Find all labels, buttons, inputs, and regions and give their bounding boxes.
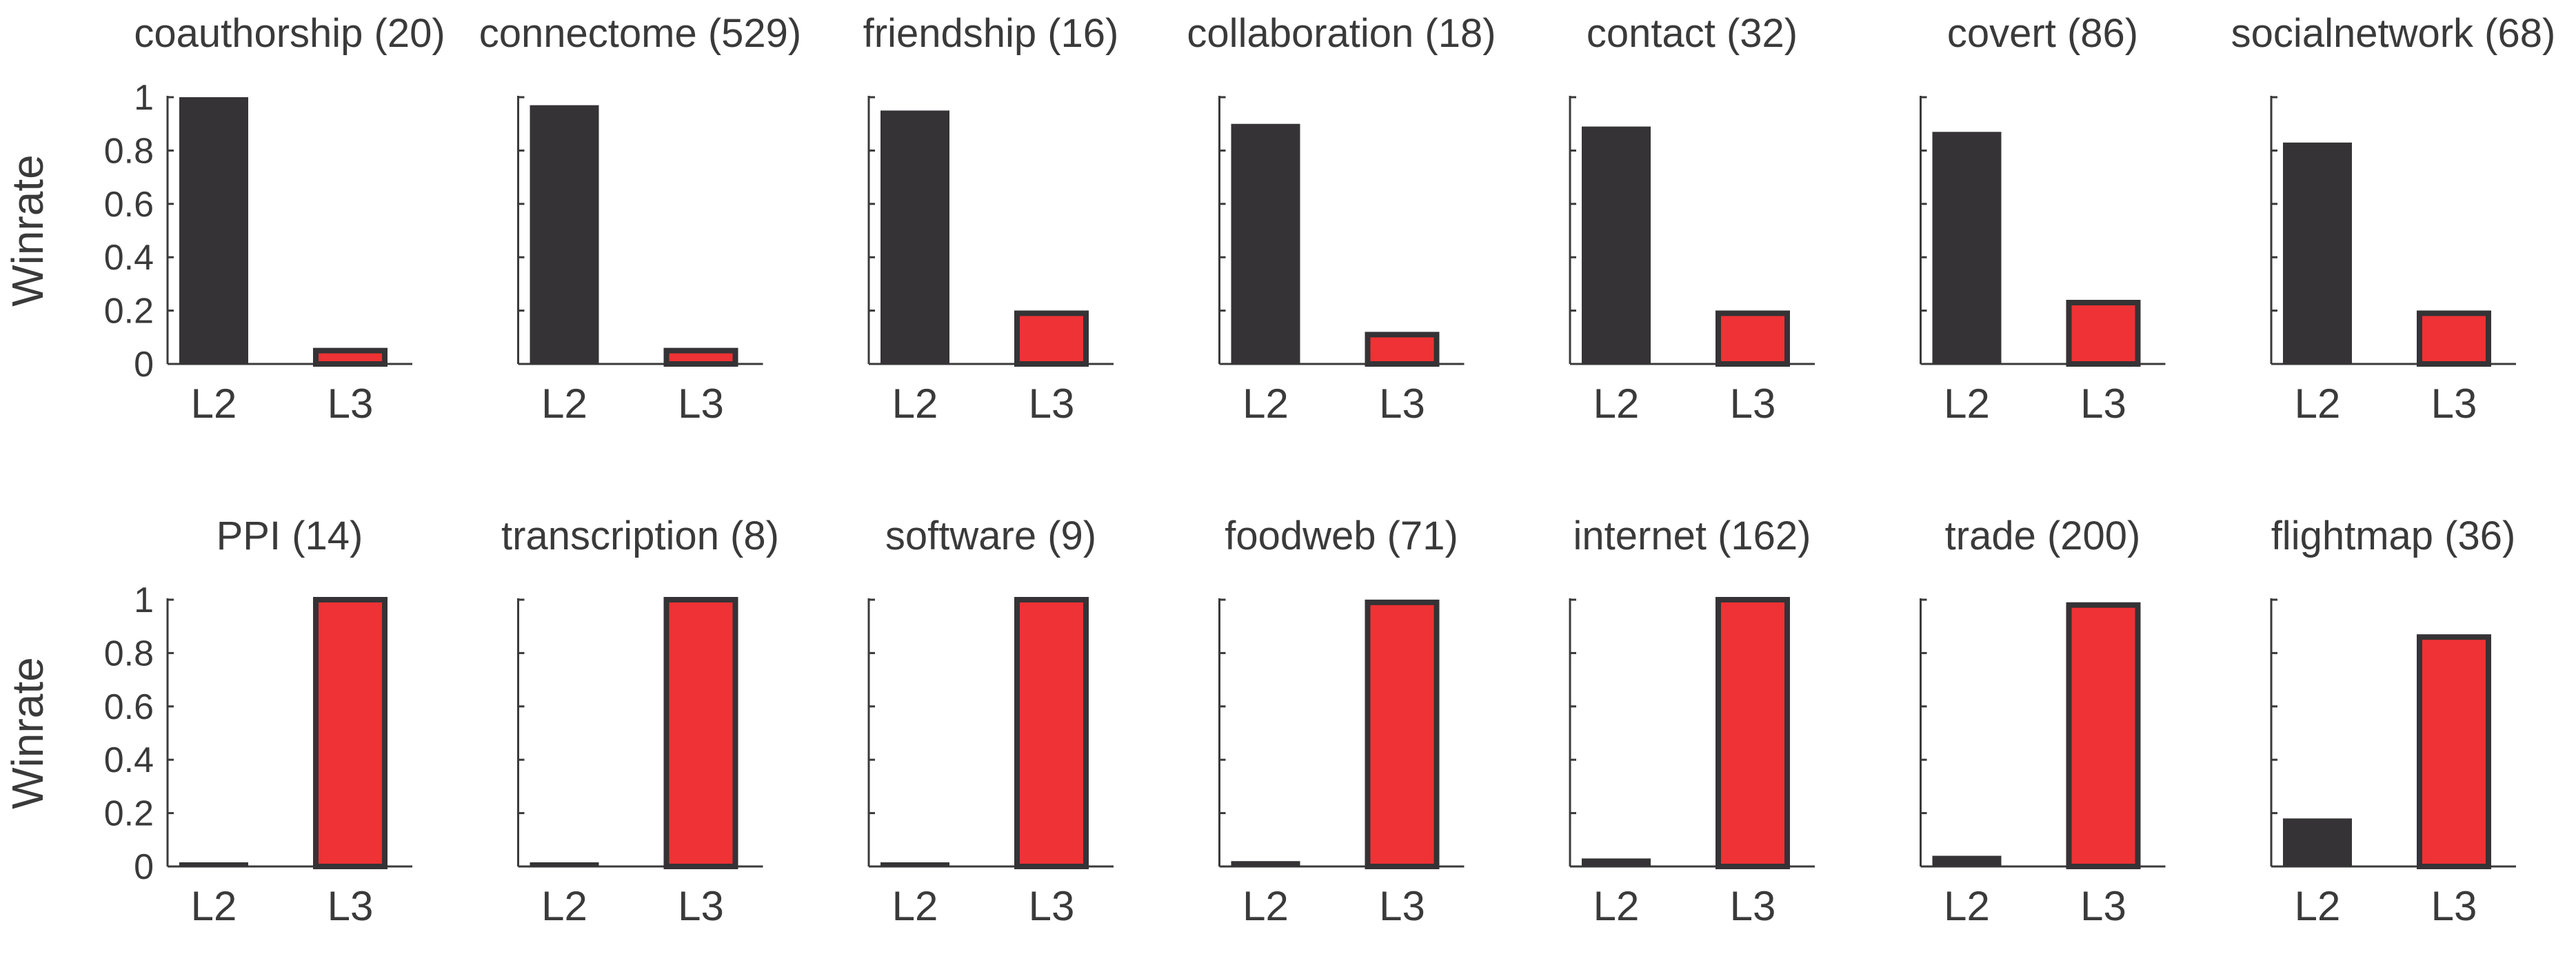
x-tick-label: L3: [328, 883, 374, 929]
bar-l3: [313, 347, 388, 367]
x-tick-label: L2: [541, 883, 587, 929]
x-tick-label: L2: [191, 380, 237, 427]
panel-title: coauthorship (20): [134, 11, 445, 56]
bar-l3: [2417, 310, 2491, 367]
bar-l3: [2066, 602, 2141, 869]
bar-l2: [2283, 142, 2352, 365]
bar-l2: [2283, 818, 2352, 866]
bar-l3: [2066, 299, 2141, 367]
bar-l3: [663, 347, 738, 367]
bar-l2: [530, 862, 599, 866]
bar-l3: [1014, 310, 1089, 367]
x-tick-label: L3: [1730, 380, 1776, 427]
bar-l3: [663, 597, 738, 869]
bar-l2: [881, 862, 949, 866]
panel-title: PPI (14): [217, 514, 363, 558]
panel-title: transcription (8): [501, 514, 779, 558]
x-tick-label: L3: [1029, 380, 1075, 427]
y-tick-label: 0.6: [104, 185, 154, 225]
panel-title: covert (86): [1947, 11, 2138, 56]
panel-title: trade (200): [1945, 514, 2141, 558]
bar-l2: [530, 105, 599, 365]
panel-title: friendship (16): [863, 11, 1119, 56]
bar-l3: [1715, 597, 1790, 869]
panel-title: socialnetwork (68): [2231, 11, 2556, 56]
bar-l3: [1014, 597, 1089, 869]
bar-l2: [1231, 123, 1300, 364]
y-tick-label: 0.8: [104, 131, 154, 171]
x-tick-label: L3: [1730, 883, 1776, 929]
y-tick-label: 0.2: [104, 794, 154, 834]
x-tick-label: L2: [1944, 883, 1990, 929]
y-tick-label: 1: [134, 580, 154, 620]
bar-l2: [1582, 126, 1651, 364]
bar-l2: [1932, 132, 2002, 364]
y-tick-label: 0: [134, 345, 154, 385]
x-tick-label: L2: [541, 380, 587, 427]
bar-l3: [1365, 599, 1440, 869]
x-tick-label: L2: [1242, 883, 1289, 929]
panel-title: connectome (529): [479, 11, 801, 56]
x-tick-label: L2: [1593, 883, 1640, 929]
y-tick-label: 0.4: [104, 238, 154, 278]
x-tick-label: L2: [892, 380, 938, 427]
x-tick-label: L3: [678, 883, 724, 929]
x-tick-label: L3: [328, 380, 374, 427]
bar-l3: [1715, 310, 1790, 367]
y-tick-label: 0.6: [104, 687, 154, 727]
bar-l2: [881, 110, 949, 364]
x-tick-label: L2: [1593, 380, 1640, 427]
bar-l2: [1582, 858, 1651, 866]
x-tick-label: L2: [2295, 380, 2341, 427]
x-tick-label: L3: [1379, 380, 1425, 427]
x-tick-label: L2: [892, 883, 938, 929]
bar-l3: [313, 597, 388, 869]
x-tick-label: L3: [2080, 883, 2126, 929]
bar-l2: [1932, 855, 2002, 866]
y-tick-label: 0: [134, 847, 154, 887]
y-tick-label: 0.2: [104, 292, 154, 332]
x-tick-label: L3: [2080, 380, 2126, 427]
panel-title: collaboration (18): [1187, 11, 1496, 56]
x-tick-label: L3: [1379, 883, 1425, 929]
x-tick-label: L2: [1944, 380, 1990, 427]
y-tick-label: 0.4: [104, 740, 154, 780]
y-axis-label: Winrate: [3, 154, 52, 307]
y-axis-label: Winrate: [3, 657, 52, 809]
bar-l2: [179, 97, 248, 364]
x-tick-label: L3: [2431, 380, 2477, 427]
bar-l2: [179, 862, 248, 866]
panel-title: flightmap (36): [2271, 514, 2516, 558]
y-tick-label: 1: [134, 78, 154, 118]
panel-title: software (9): [885, 514, 1096, 558]
x-tick-label: L2: [1242, 380, 1289, 427]
x-tick-label: L3: [2431, 883, 2477, 929]
bar-l3: [1365, 332, 1440, 367]
panel-title: foodweb (71): [1225, 514, 1458, 558]
x-tick-label: L2: [2295, 883, 2341, 929]
x-tick-label: L3: [1029, 883, 1075, 929]
panel-title: internet (162): [1573, 514, 1811, 558]
x-tick-label: L3: [678, 380, 724, 427]
panel-title: contact (32): [1587, 11, 1798, 56]
x-tick-label: L2: [191, 883, 237, 929]
bar-l2: [1231, 861, 1300, 866]
bar-l3: [2417, 634, 2491, 869]
y-tick-label: 0.8: [104, 633, 154, 673]
